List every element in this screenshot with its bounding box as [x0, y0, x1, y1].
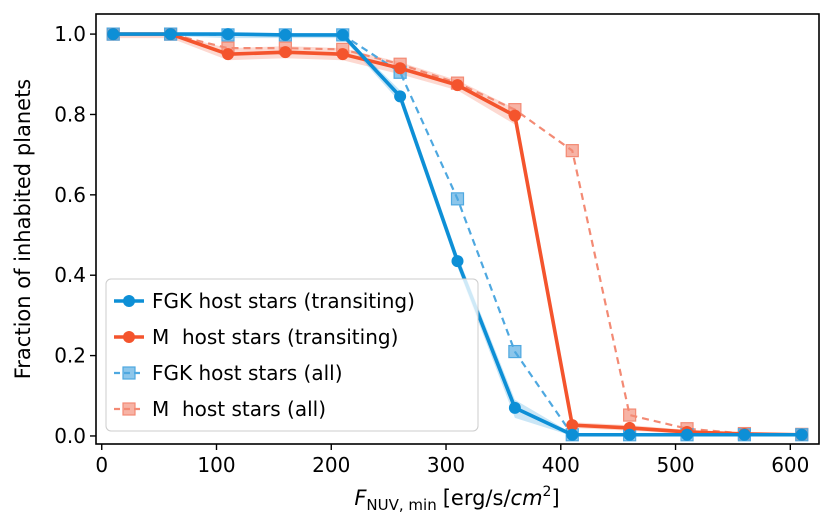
- fgk-host-stars-transiting-point: [566, 428, 579, 441]
- fgk-host-stars-transiting-point: [508, 401, 521, 414]
- m-host-stars-transiting-point: [336, 48, 349, 61]
- m-host-stars-all-point: [623, 408, 637, 422]
- x-tick-label: 0: [95, 453, 108, 477]
- x-tick-label: 600: [771, 453, 809, 477]
- fgk-host-stars-all-point: [450, 192, 465, 206]
- x-tick-label: 100: [197, 453, 235, 477]
- fgk-host-stars-transiting-point: [279, 28, 292, 41]
- y-tick-label: 0.2: [54, 344, 86, 368]
- axes-frame: [95, 13, 820, 445]
- x-tick-label: 200: [312, 453, 350, 477]
- fgk-host-stars-transiting-point: [107, 28, 120, 41]
- y-tick-label: 0.0: [54, 424, 86, 448]
- fgk-host-stars-all-point: [508, 344, 522, 359]
- x-axis-label: FNUV, min [erg/s/cm2]: [354, 484, 559, 514]
- m-host-stars-transiting-point: [451, 79, 464, 92]
- fgk-host-stars-transiting-point: [795, 428, 808, 441]
- legend-swatch-marker: [122, 366, 136, 380]
- m-host-stars-transiting-point: [394, 62, 407, 75]
- legend-label: FGK host stars (transiting): [152, 289, 415, 313]
- legend-label: FGK host stars (all): [152, 361, 343, 385]
- plot-area: [106, 27, 809, 442]
- y-tick-label: 1.0: [54, 22, 86, 46]
- legend-label: M host stars (all): [152, 397, 326, 421]
- legend: FGK host stars (transiting) M host stars …: [105, 278, 479, 432]
- x-tick-label: 500: [656, 453, 694, 477]
- fgk-host-stars-transiting-point: [681, 428, 694, 441]
- legend-swatch-marker: [123, 295, 135, 307]
- x-tick-label: 400: [542, 453, 580, 477]
- m-host-stars-transiting-point: [221, 48, 234, 61]
- y-axis: 0.0 0.2 0.4 0.6 0.8 1.0: [54, 22, 96, 448]
- fgk-host-stars-transiting-point: [336, 28, 349, 41]
- x-tick-label: 300: [427, 453, 465, 477]
- legend-swatch-marker: [122, 402, 136, 416]
- m-host-stars-all-point: [565, 144, 579, 158]
- y-axis-label: Fraction of inhabited planets: [11, 79, 35, 380]
- fgk-host-stars-transiting-point: [623, 428, 636, 441]
- m-host-stars-transiting-point: [279, 46, 292, 59]
- y-tick-label: 0.6: [54, 183, 86, 207]
- legend-swatch-marker: [123, 331, 135, 343]
- y-tick-label: 0.8: [54, 102, 86, 126]
- m-host-stars-transiting-point: [508, 109, 521, 122]
- legend-label: M host stars (transiting): [152, 325, 398, 349]
- fgk-host-stars-transiting-point: [394, 90, 407, 103]
- x-axis: 0 100 200 300 400 500 600: [95, 444, 809, 477]
- fgk-host-stars-transiting-point: [451, 255, 464, 268]
- fgk-host-stars-transiting-point: [738, 428, 751, 441]
- m-host-stars-transiting-point: [566, 419, 579, 432]
- fgk-host-stars-transiting-point: [221, 28, 234, 41]
- fgk-host-stars-transiting-point: [164, 28, 177, 41]
- legend-box: [105, 278, 479, 432]
- y-tick-label: 0.4: [54, 263, 86, 287]
